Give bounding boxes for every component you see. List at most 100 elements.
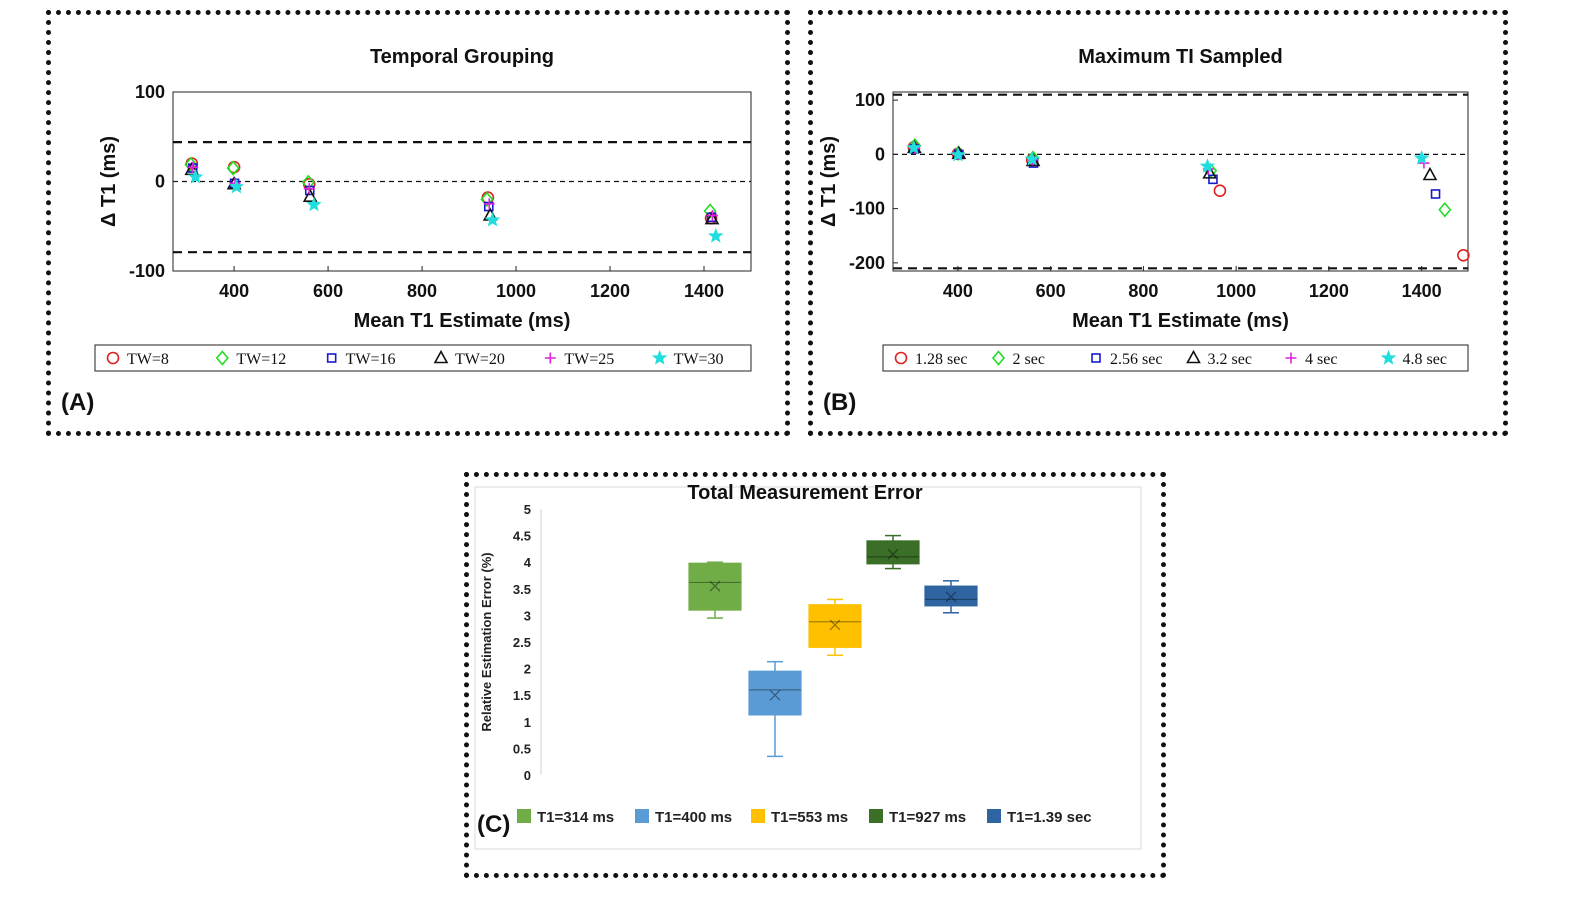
x-tick-label: 800 xyxy=(1128,281,1158,301)
chart-c: Total Measurement Error 0 0.5 1 1.5 2 2.5 3 3.5 4… xyxy=(474,482,1142,850)
y-tick-label: 3.5 xyxy=(513,582,531,597)
y-tick-label: 4 xyxy=(524,555,532,570)
legend-marker xyxy=(215,350,229,366)
legend-label: T1=553 ms xyxy=(771,809,848,826)
x-tick-label: 1000 xyxy=(496,281,536,301)
chart-title: Maximum TI Sampled xyxy=(1078,46,1283,68)
legend-label: T1=314 ms xyxy=(537,809,614,826)
box-body xyxy=(866,540,920,565)
y-tick-label: 100 xyxy=(855,90,885,110)
series-1 xyxy=(908,137,1452,218)
legend-marker xyxy=(1091,353,1101,363)
x-tick-label: 1000 xyxy=(1216,281,1256,301)
y-tick-label: 3 xyxy=(524,608,531,623)
legend-marker xyxy=(433,349,449,364)
data-point xyxy=(1202,165,1218,179)
legend-label: TW=30 xyxy=(674,351,724,368)
y-tick-label: 0 xyxy=(524,768,531,783)
legend-swatch xyxy=(751,809,765,823)
x-tick-label: 1200 xyxy=(1309,281,1349,301)
legend-label: TW=12 xyxy=(236,351,286,368)
data-point xyxy=(1457,248,1470,262)
y-tick-label: 100 xyxy=(135,82,165,102)
data-point xyxy=(187,168,204,184)
panel-a-label: (A) xyxy=(61,389,95,416)
data-point xyxy=(306,196,322,212)
x-tick-label: 400 xyxy=(943,281,973,301)
chart-title: Temporal Grouping xyxy=(370,46,554,68)
y-tick-label: 0.5 xyxy=(513,741,531,756)
data-point xyxy=(1413,150,1430,165)
data-point xyxy=(1208,174,1218,185)
x-tick-label: 600 xyxy=(1036,281,1066,301)
box-body xyxy=(924,585,978,607)
y-tick-label: 4.5 xyxy=(513,529,531,544)
y-axis-label: Δ T1 (ms) xyxy=(818,136,840,227)
legend-box xyxy=(94,344,752,372)
y-tick-label: -100 xyxy=(129,261,165,281)
data-point xyxy=(184,156,198,173)
plot-area xyxy=(892,91,1469,272)
x-tick-label: 400 xyxy=(219,281,249,301)
legend-marker xyxy=(991,350,1006,366)
box-2 xyxy=(808,598,862,657)
legend-label: 4.8 sec xyxy=(1403,351,1447,368)
legend-swatch xyxy=(517,809,531,823)
series-2 xyxy=(909,144,1441,199)
box-body xyxy=(748,670,802,716)
y-tick-label: 2.5 xyxy=(513,635,531,650)
legend-label: TW=20 xyxy=(455,351,505,368)
data-point xyxy=(708,227,724,243)
x-tick-label: 1400 xyxy=(684,281,724,301)
y-tick-label: 1 xyxy=(524,715,531,730)
data-point xyxy=(1438,201,1452,218)
panel-c-label: (C) xyxy=(477,811,511,838)
mean-marker xyxy=(709,580,721,592)
legend-label: 1.28 sec xyxy=(915,351,967,368)
series-3 xyxy=(906,139,1438,181)
x-axis-label: Mean T1 Estimate (ms) xyxy=(354,310,571,332)
chart-title: Total Measurement Error xyxy=(687,482,922,504)
x-tick-label: 600 xyxy=(313,281,343,301)
series-5 xyxy=(906,139,1430,173)
data-point xyxy=(1024,151,1040,166)
y-axis-label: Relative Estimation Error (%) xyxy=(479,552,494,731)
y-tick-label: 1.5 xyxy=(513,688,531,703)
legend-label: 4 sec xyxy=(1305,351,1337,368)
legend-label: TW=16 xyxy=(346,351,396,368)
data-point xyxy=(302,188,318,203)
data-point xyxy=(187,161,199,173)
series-0 xyxy=(907,141,1470,262)
data-point xyxy=(906,139,922,155)
chart-frame xyxy=(474,486,1142,850)
data-point xyxy=(226,160,240,176)
data-point xyxy=(706,210,718,222)
x-tick-label: 1400 xyxy=(1402,281,1442,301)
legend-marker xyxy=(1285,352,1297,364)
legend-marker xyxy=(544,352,556,364)
legend-marker xyxy=(651,349,668,365)
y-axis-label: Δ T1 (ms) xyxy=(98,136,120,227)
panel-b-label: (B) xyxy=(823,389,857,416)
mean-marker xyxy=(887,548,899,560)
legend-swatch xyxy=(987,809,1001,823)
data-point xyxy=(1422,166,1438,181)
legend-marker xyxy=(1186,349,1201,364)
legend-label: T1=1.39 sec xyxy=(1007,809,1092,826)
box-4 xyxy=(924,580,978,614)
data-point xyxy=(228,178,245,194)
panel-a: Temporal Grouping 400 600 800 1000 1200 1400 -1… xyxy=(46,10,790,436)
series-4 xyxy=(909,142,1430,175)
legend-label: T1=400 ms xyxy=(655,809,732,826)
panel-c: Total Measurement Error 0 0.5 1 1.5 2 2.5 3 3.5 4… xyxy=(464,472,1166,878)
mean-marker xyxy=(945,591,957,603)
y-tick-label: -100 xyxy=(849,199,885,219)
legend-label: 2 sec xyxy=(1013,351,1045,368)
legend-swatch xyxy=(869,809,883,823)
data-point xyxy=(704,210,720,225)
box-0 xyxy=(688,561,742,619)
series-4 xyxy=(187,161,718,222)
y-tick-label: 5 xyxy=(524,502,531,517)
y-tick-label: -200 xyxy=(849,253,885,273)
y-tick-label: 0 xyxy=(155,172,165,192)
